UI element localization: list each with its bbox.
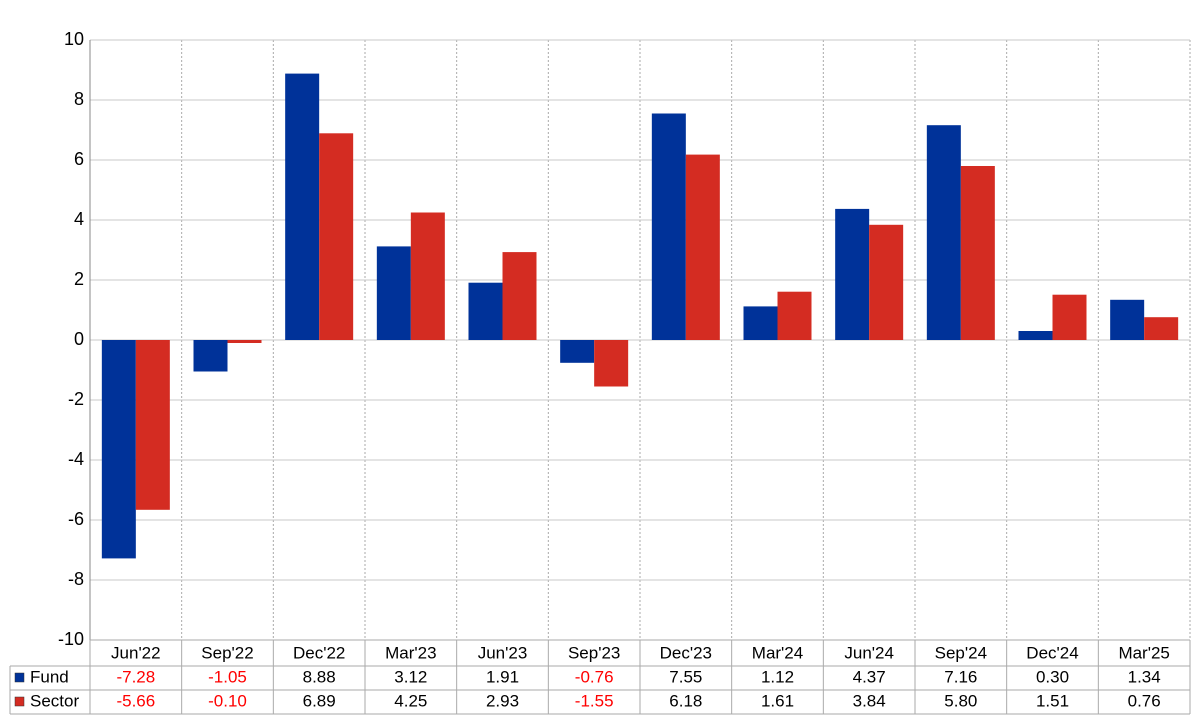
y-tick-label: 10 xyxy=(64,29,84,49)
y-tick-label: 0 xyxy=(74,329,84,349)
y-tick-label: 8 xyxy=(74,89,84,109)
bar xyxy=(777,291,812,340)
table-value: -7.28 xyxy=(116,667,155,686)
table-value: -0.76 xyxy=(575,667,614,686)
bar xyxy=(193,340,228,372)
table-value: 1.51 xyxy=(1036,691,1069,710)
table-value: 4.37 xyxy=(853,667,886,686)
y-tick-label: -4 xyxy=(68,449,84,469)
table-value: -1.05 xyxy=(208,667,247,686)
legend-swatch xyxy=(14,672,25,683)
table-value: 0.30 xyxy=(1036,667,1069,686)
x-tick-label: Mar'25 xyxy=(1118,643,1169,662)
y-tick-label: 4 xyxy=(74,209,84,229)
x-tick-label: Sep'24 xyxy=(935,643,987,662)
bar xyxy=(468,282,503,340)
bar xyxy=(101,340,136,559)
bar xyxy=(502,252,537,340)
x-tick-label: Sep'23 xyxy=(568,643,620,662)
bar xyxy=(651,113,686,340)
table-value: 7.55 xyxy=(669,667,702,686)
table-value: 3.12 xyxy=(394,667,427,686)
table-value: 7.16 xyxy=(944,667,977,686)
bar xyxy=(1144,317,1179,340)
bar xyxy=(410,212,445,340)
table-value: 1.34 xyxy=(1128,667,1161,686)
bar xyxy=(743,306,778,340)
legend-swatch xyxy=(14,696,25,707)
bar xyxy=(926,125,961,340)
bar xyxy=(285,73,320,340)
x-tick-label: Dec'23 xyxy=(660,643,712,662)
bar xyxy=(960,166,995,340)
legend-label: Fund xyxy=(30,667,69,686)
y-tick-label: -8 xyxy=(68,569,84,589)
bar xyxy=(1052,294,1087,340)
table-value: 6.89 xyxy=(303,691,336,710)
table-value: -5.66 xyxy=(116,691,155,710)
table-value: -1.55 xyxy=(575,691,614,710)
bar xyxy=(227,340,262,343)
bar xyxy=(1018,331,1053,340)
bar xyxy=(135,340,170,510)
legend-label: Sector xyxy=(30,691,79,710)
x-tick-label: Dec'24 xyxy=(1026,643,1078,662)
y-tick-label: 2 xyxy=(74,269,84,289)
bar xyxy=(869,224,904,340)
y-tick-label: 6 xyxy=(74,149,84,169)
x-tick-label: Jun'23 xyxy=(478,643,528,662)
table-value: 1.91 xyxy=(486,667,519,686)
bar xyxy=(685,154,720,340)
table-value: 0.76 xyxy=(1128,691,1161,710)
x-tick-label: Jun'24 xyxy=(844,643,894,662)
bar xyxy=(594,340,629,387)
y-tick-label: -10 xyxy=(58,629,84,649)
x-tick-label: Sep'22 xyxy=(201,643,253,662)
y-tick-label: -6 xyxy=(68,509,84,529)
table-value: 2.93 xyxy=(486,691,519,710)
bar xyxy=(319,133,354,340)
x-tick-label: Dec'22 xyxy=(293,643,345,662)
table-value: 8.88 xyxy=(303,667,336,686)
bar xyxy=(1110,299,1145,340)
table-value: 5.80 xyxy=(944,691,977,710)
bar xyxy=(835,208,870,340)
y-tick-label: -2 xyxy=(68,389,84,409)
bar xyxy=(376,246,411,340)
table-value: 3.84 xyxy=(853,691,886,710)
bar xyxy=(560,340,595,363)
x-tick-label: Mar'24 xyxy=(752,643,803,662)
x-tick-label: Mar'23 xyxy=(385,643,436,662)
table-value: 1.12 xyxy=(761,667,794,686)
table-value: -0.10 xyxy=(208,691,247,710)
x-tick-label: Jun'22 xyxy=(111,643,161,662)
table-value: 6.18 xyxy=(669,691,702,710)
table-value: 4.25 xyxy=(394,691,427,710)
table-value: 1.61 xyxy=(761,691,794,710)
